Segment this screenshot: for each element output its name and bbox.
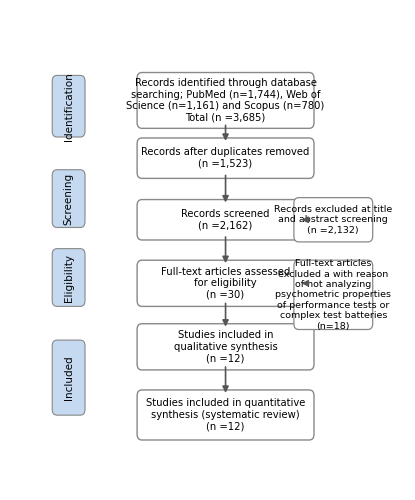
Text: Identification: Identification [63, 72, 73, 140]
FancyBboxPatch shape [294, 260, 373, 330]
FancyBboxPatch shape [294, 198, 373, 242]
Text: Full-text articles
excluded a with reason
of not analyzing
psychometric properti: Full-text articles excluded a with reaso… [275, 259, 391, 330]
FancyBboxPatch shape [137, 324, 314, 370]
Text: Full-text articles assessed
for eligibility
(n =30): Full-text articles assessed for eligibil… [161, 266, 290, 300]
FancyBboxPatch shape [52, 170, 85, 228]
FancyBboxPatch shape [137, 390, 314, 440]
Text: Studies included in
qualitative synthesis
(n =12): Studies included in qualitative synthesi… [174, 330, 277, 364]
Text: Studies included in quantitative
synthesis (systematic review)
(n =12): Studies included in quantitative synthes… [146, 398, 305, 432]
Text: Records after duplicates removed
(n =1,523): Records after duplicates removed (n =1,5… [142, 148, 310, 169]
Text: Records excluded at title
and abstract screening
(n =2,132): Records excluded at title and abstract s… [274, 205, 393, 234]
FancyBboxPatch shape [52, 340, 85, 415]
FancyBboxPatch shape [137, 260, 314, 306]
FancyBboxPatch shape [137, 200, 314, 240]
Text: Screening: Screening [63, 172, 73, 225]
FancyBboxPatch shape [137, 72, 314, 128]
Text: Records identified through database
searching; PubMed (n=1,744), Web of
Science : Records identified through database sear… [127, 78, 325, 123]
FancyBboxPatch shape [52, 248, 85, 306]
Text: Records screened
(n =2,162): Records screened (n =2,162) [181, 209, 270, 231]
Text: Included: Included [63, 356, 73, 400]
Text: Eligibility: Eligibility [63, 254, 73, 302]
FancyBboxPatch shape [52, 76, 85, 137]
FancyBboxPatch shape [137, 138, 314, 178]
